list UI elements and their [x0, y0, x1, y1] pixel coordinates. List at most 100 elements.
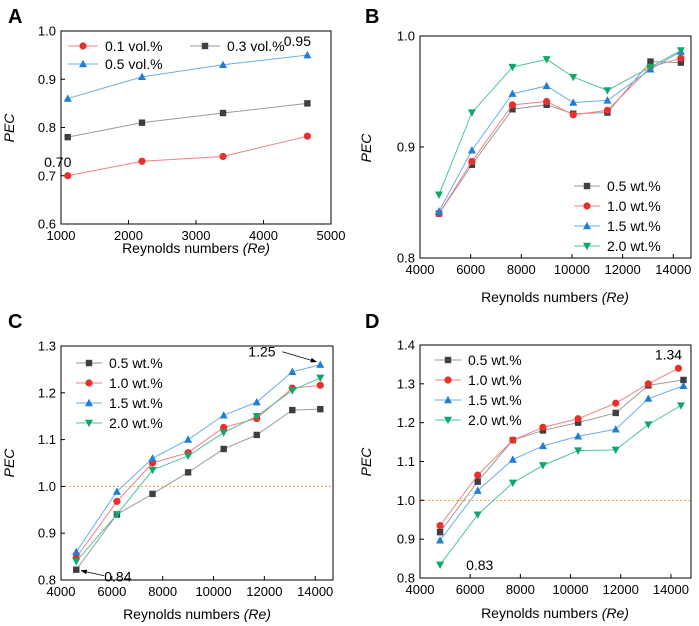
annotation-label: 0.83: [466, 557, 493, 573]
series-2-0-wt-: [72, 374, 325, 566]
legend-label: 0.5 vol.%: [105, 56, 163, 72]
x-tick-label: 12000: [603, 582, 639, 597]
data-point: [219, 60, 227, 68]
x-tick-label: 5000: [317, 228, 346, 243]
y-tick-label: 0.9: [38, 72, 56, 87]
data-point: [467, 109, 476, 117]
data-point: [509, 436, 517, 444]
legend-marker: [85, 398, 93, 407]
legend-marker: [201, 42, 209, 50]
x-tick-label: 14000: [653, 582, 689, 597]
data-point: [148, 466, 157, 475]
y-tick-label: 1.1: [397, 454, 415, 469]
legend-marker: [444, 356, 452, 364]
data-point: [219, 109, 227, 117]
legend-item: 1.5 wt.%: [574, 218, 661, 234]
data-point: [538, 441, 547, 450]
y-tick-label: 1.2: [38, 385, 56, 400]
legend-marker: [79, 59, 87, 68]
legend: 0.5 wt.% 1.0 wt.% 1.5 wt.% 2.0 wt.%: [574, 178, 661, 254]
panel-label: B: [365, 6, 379, 28]
x-tick-label: 6000: [456, 582, 485, 597]
data-point: [574, 447, 583, 455]
series-1-5-wt-: [436, 381, 688, 544]
legend-item: 0.5 wt.%: [435, 352, 522, 368]
data-point: [316, 360, 325, 368]
x-tick-label: 10000: [554, 262, 590, 277]
data-point: [674, 364, 683, 372]
panel-label: C: [8, 311, 22, 333]
y-axis-label: PEC: [1, 448, 17, 478]
data-point: [603, 96, 612, 104]
data-point: [508, 479, 517, 488]
data-point: [574, 432, 583, 440]
legend-label: 0.5 wt.%: [109, 355, 163, 371]
legend-marker: [85, 359, 93, 367]
data-point: [542, 81, 551, 90]
legend-item: 0.5 wt.%: [574, 178, 661, 194]
panel-d: D 4000 6000 8000 10000 12000 14000 0.8 0.9 1.0 1.…: [358, 311, 692, 621]
x-tick-label: 3000: [182, 228, 211, 243]
legend-label: 2.0 wt.%: [109, 415, 163, 431]
series-1-0-wt-: [436, 364, 683, 530]
legend-label: 0.5 wt.%: [468, 352, 522, 368]
x-tick-label: 12000: [605, 262, 641, 277]
data-point: [569, 73, 578, 82]
data-point: [612, 409, 619, 417]
data-point: [644, 380, 652, 388]
y-tick-label: 1.3: [38, 339, 56, 354]
data-point: [64, 172, 72, 180]
annotation-label: 0.95: [284, 33, 311, 49]
legend: 0.1 vol.% 0.3 vol.% 0.5 vol.%: [68, 38, 285, 72]
legend-item: 0.5 wt.%: [76, 355, 163, 371]
legend-label: 0.1 vol.%: [105, 38, 163, 54]
legend-item: 2.0 wt.%: [574, 238, 661, 254]
series-line: [439, 379, 684, 533]
data-point: [644, 394, 653, 402]
legend-item: 1.5 wt.%: [435, 392, 522, 408]
data-point: [677, 54, 685, 62]
y-tick-label: 0.8: [397, 251, 415, 266]
data-point: [574, 419, 582, 426]
series-2-0-wt-: [436, 402, 685, 569]
x-axis-label: Reynolds numbers (Re): [481, 289, 629, 305]
series-2-0-wt-: [434, 47, 685, 199]
data-point: [72, 558, 81, 566]
x-axis-label: Reynolds numbers (Re): [481, 605, 629, 621]
data-point: [436, 528, 444, 536]
series-line: [438, 61, 681, 214]
data-point: [612, 399, 620, 407]
data-point: [538, 462, 547, 470]
data-point: [184, 469, 192, 476]
data-point: [219, 152, 227, 161]
legend-label: 2.0 wt.%: [607, 238, 661, 254]
y-axis-label: PEC: [1, 113, 17, 143]
data-point: [63, 94, 72, 102]
annotation-label: 0.70: [44, 154, 71, 170]
legend: 0.5 wt.% 1.0 wt.% 1.5 wt.% 2.0 wt.%: [76, 355, 163, 431]
data-point: [680, 376, 687, 384]
data-point: [303, 132, 311, 140]
legend-marker: [85, 419, 93, 428]
series-line: [438, 51, 682, 212]
y-tick-label: 1.2: [397, 415, 415, 430]
series-line: [75, 364, 321, 553]
series-line: [438, 49, 682, 195]
annotation-label: 1.34: [655, 346, 682, 362]
legend-marker: [444, 416, 452, 425]
series-0-5-wt-: [73, 405, 324, 573]
annotation: 0.83: [466, 557, 493, 573]
data-point: [436, 536, 445, 544]
x-tick-label: 6000: [456, 262, 485, 277]
data-point: [646, 63, 655, 72]
legend-item: 2.0 wt.%: [76, 415, 163, 431]
data-point: [474, 478, 481, 485]
plot-frame: [60, 345, 334, 581]
panel-label: A: [8, 6, 22, 28]
data-point: [543, 97, 551, 106]
data-point: [676, 47, 685, 55]
data-point: [569, 98, 578, 106]
legend-item: 0.1 vol.%: [68, 38, 163, 54]
legend-item: 0.3 vol.%: [190, 38, 285, 54]
legend-label: 0.3 vol.%: [227, 38, 285, 54]
